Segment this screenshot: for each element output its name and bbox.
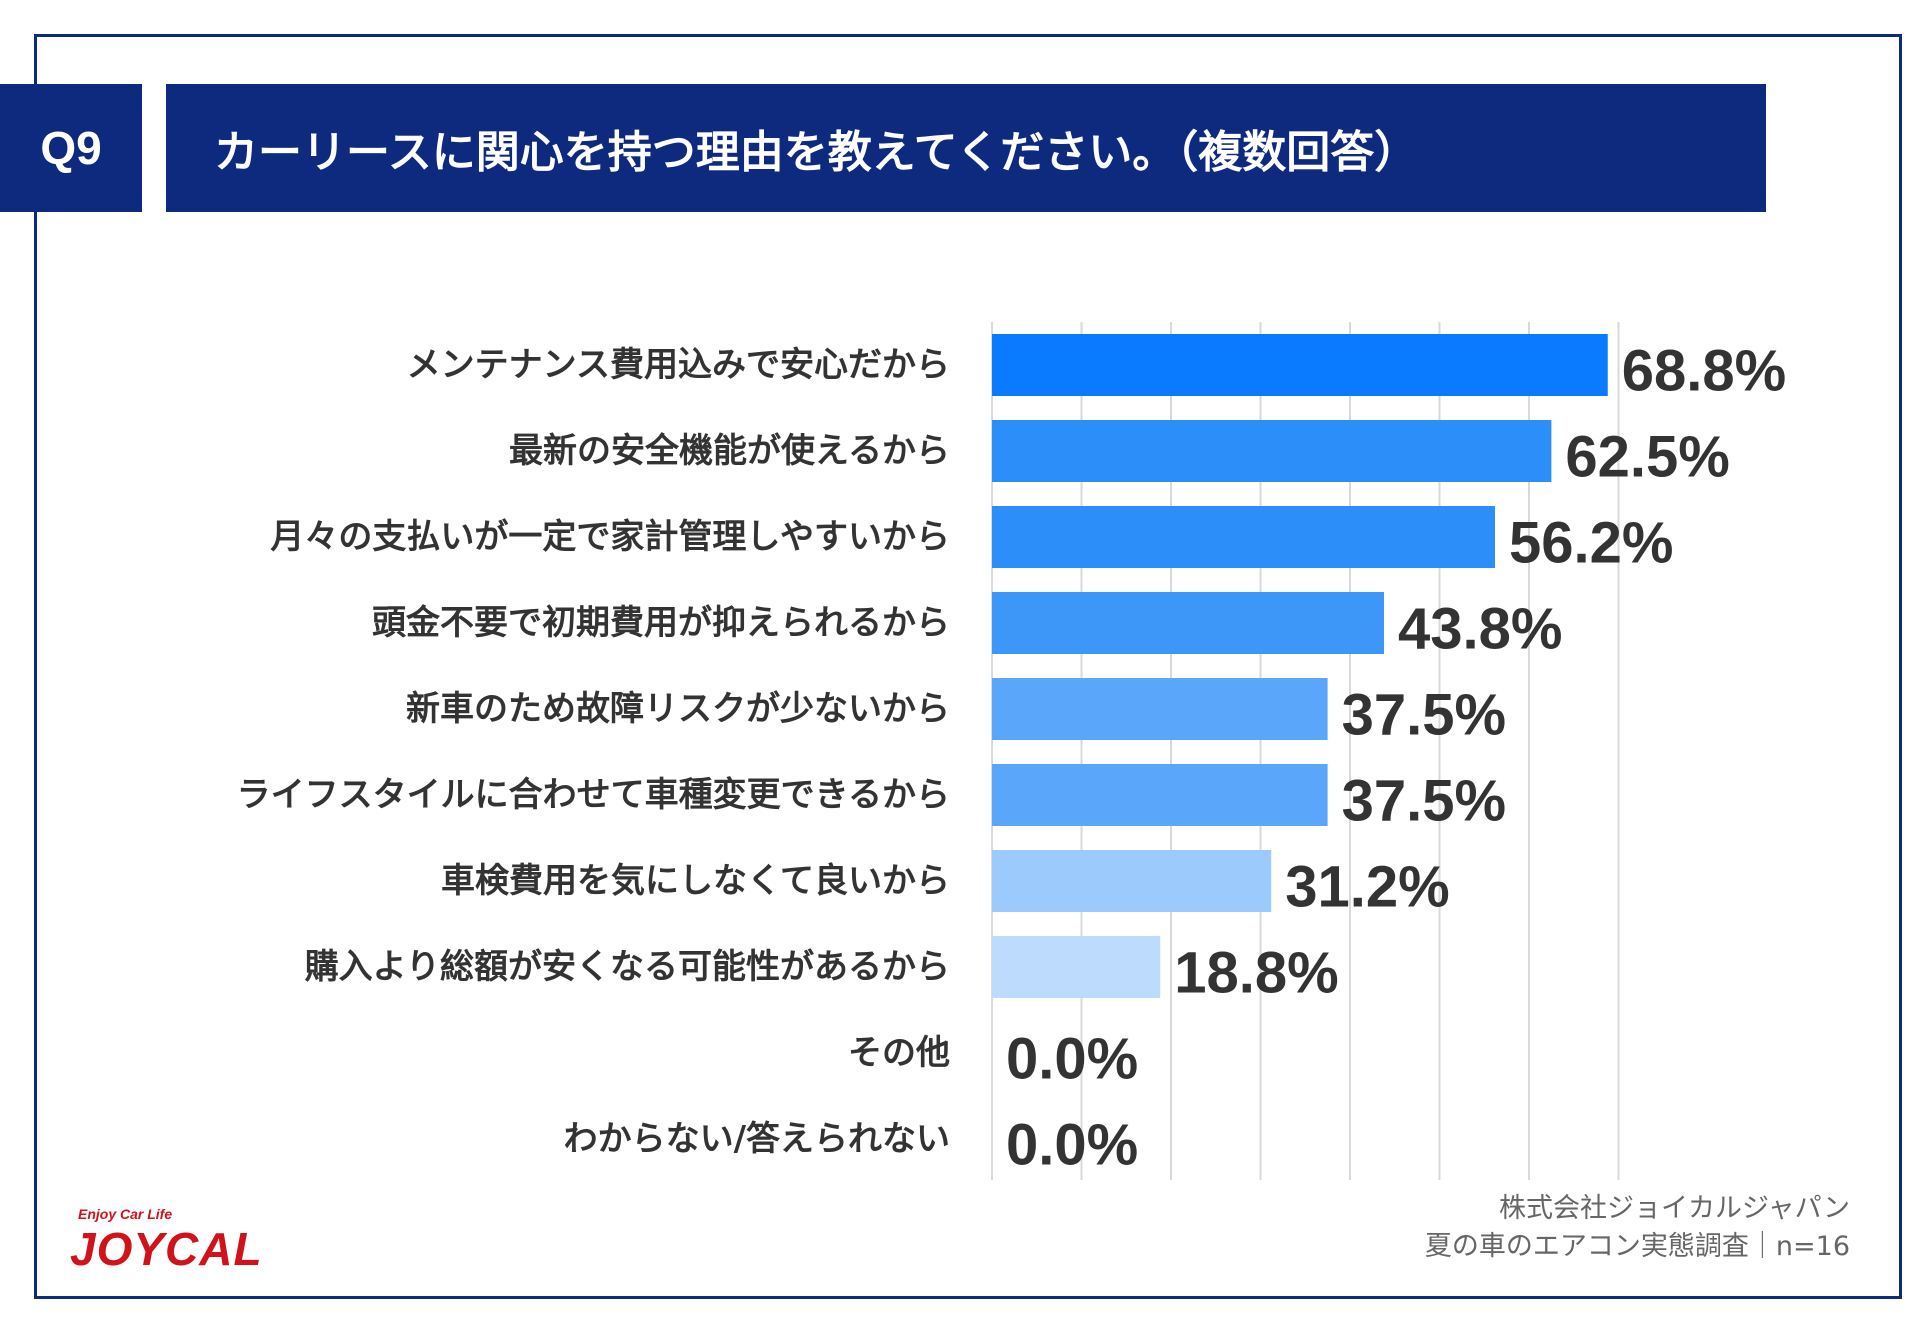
value-label-1: 68.8% — [1622, 339, 1786, 404]
bar-5 — [992, 678, 1328, 740]
chart-bars — [992, 334, 1608, 998]
value-label-5: 37.5% — [1342, 683, 1506, 748]
category-label-6: ライフスタイルに合わせて車種変更できるから — [237, 775, 950, 815]
category-label-4: 頭金不要で初期費用が抑えられるから — [372, 603, 950, 643]
question-title: カーリースに関心を持つ理由を教えてください。（複数回答） — [166, 84, 1766, 212]
category-label-8: 購入より総額が安くなる可能性があるから — [305, 947, 950, 987]
value-label-4: 43.8% — [1398, 597, 1562, 662]
logo-tagline: Enjoy Car Life — [78, 1206, 173, 1222]
bar-2 — [992, 420, 1552, 482]
value-label-7: 31.2% — [1285, 855, 1449, 920]
bar-4 — [992, 592, 1385, 654]
category-label-7: 車検費用を気にしなくて良いから — [441, 861, 950, 901]
question-title-text: カーリースに関心を持つ理由を教えてください。（複数回答） — [214, 127, 1419, 178]
bar-1 — [992, 334, 1608, 396]
category-label-2: 最新の安全機能が使えるから — [509, 431, 950, 471]
footer-company: 株式会社ジョイカルジャパン — [1499, 1193, 1850, 1224]
category-label-9: その他 — [848, 1033, 950, 1073]
bar-6 — [992, 764, 1328, 826]
value-label-9: 0.0% — [1006, 1027, 1138, 1092]
footer-source: 株式会社ジョイカルジャパン 夏の車のエアコン実態調査｜n=16 — [1425, 1190, 1850, 1266]
category-label-1: メンテナンス費用込みで安心だから — [407, 345, 950, 385]
slide-frame — [34, 34, 1902, 1299]
value-label-3: 56.2% — [1509, 511, 1673, 576]
value-label-8: 18.8% — [1174, 941, 1338, 1006]
value-label-6: 37.5% — [1342, 769, 1506, 834]
value-label-2: 62.5% — [1565, 425, 1729, 490]
chart-category-labels: メンテナンス費用込みで安心だから最新の安全機能が使えるから月々の支払いが一定で家… — [237, 345, 950, 1159]
category-label-3: 月々の支払いが一定で家計管理しやすいから — [270, 517, 950, 557]
chart-value-labels: 68.8% 62.5% 56.2% 43.8% 37.5% 37.5% 31.2% 18.8%… — [1006, 339, 1786, 1178]
question-badge: Q9 — [0, 84, 142, 212]
value-label-10: 0.0% — [1006, 1113, 1138, 1178]
bar-8 — [992, 936, 1161, 998]
footer-survey: 夏の車のエアコン実態調査｜n=16 — [1424, 1231, 1850, 1262]
category-label-10: わからない/答えられない — [564, 1119, 950, 1159]
logo-wordmark: JOYCAL — [70, 1223, 263, 1275]
category-label-5: 新車のため故障リスクが少ないから — [406, 689, 950, 729]
bar-3 — [992, 506, 1495, 568]
bar-7 — [992, 850, 1272, 912]
joycal-logo: Enjoy Car Life JOYCAL — [70, 1206, 280, 1276]
